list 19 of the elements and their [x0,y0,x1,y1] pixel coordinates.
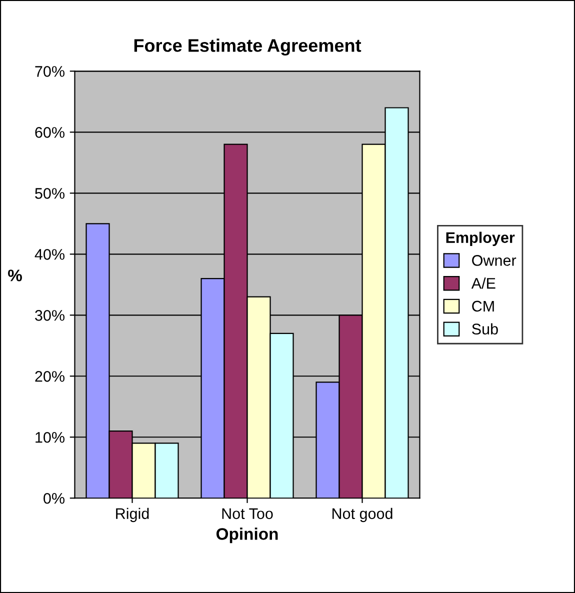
y-tick-label: 60% [35,127,64,138]
y-tick-label: 0% [44,492,64,504]
legend-label: A/E [471,278,496,289]
legend-label: CM [472,300,494,312]
y-tick-label: 50% [35,188,64,199]
y-axis-title: % [8,270,22,282]
x-tick-label: Rigid [116,508,149,522]
legend-title: Employer [446,232,515,246]
chart-title: Force Estimate Agreement [134,38,362,56]
x-tick-label: Not good [332,508,392,522]
legend-label: Owner [472,255,516,266]
y-tick-label: 40% [34,249,64,260]
y-tick-label: 20% [35,371,64,382]
legend-label: Sub [472,323,498,334]
x-tick-label: Not Too [222,508,273,520]
y-tick-label: 70% [35,66,64,77]
y-tick-label: 30% [35,310,64,321]
y-tick-label: 10% [36,432,64,443]
x-axis-title: Opinion [216,528,278,544]
